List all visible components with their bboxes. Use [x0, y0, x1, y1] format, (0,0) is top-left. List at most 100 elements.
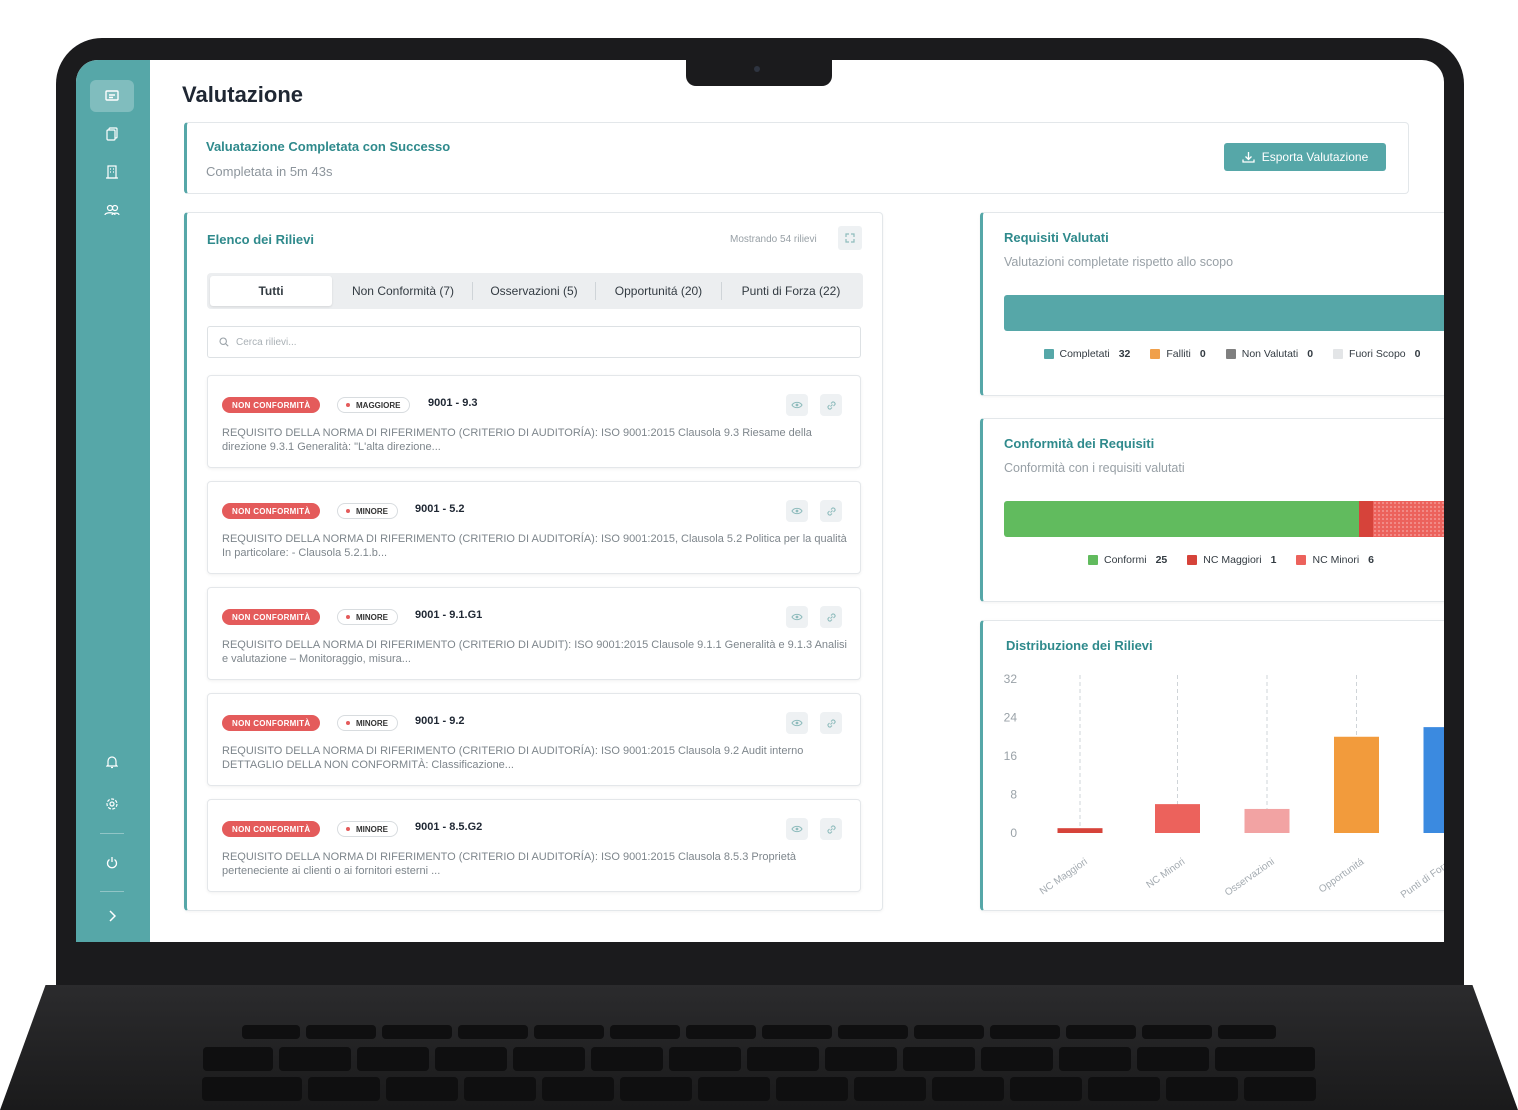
- y-tick-label: 0: [1010, 826, 1017, 840]
- type-badge: NON CONFORMITÀ: [222, 715, 321, 731]
- legend-label: Fuori Scopo: [1349, 348, 1406, 360]
- legend-swatch: [1225, 349, 1236, 359]
- chevron-right-icon: [109, 910, 116, 922]
- expand-icon: [845, 233, 855, 243]
- legend-label: NC Maggiori: [1203, 554, 1262, 566]
- link-button[interactable]: [820, 712, 842, 734]
- finding-item[interactable]: NON CONFORMITÀ MINORE 9001 - 5.2 REQUISI…: [207, 481, 861, 574]
- sidebar-expand-button[interactable]: [90, 900, 134, 932]
- bar-segment: [1004, 501, 1359, 537]
- page-title: Valutazione: [182, 82, 304, 107]
- finding-description: REQUISITO DELLA NORMA DI RIFERIMENTO (CR…: [222, 427, 812, 453]
- requirements-subtitle: Valutazioni completate rispetto allo sco…: [1004, 255, 1234, 269]
- download-icon: [1242, 152, 1255, 163]
- search-input[interactable]: [236, 336, 836, 348]
- y-tick-label: 8: [1010, 788, 1017, 802]
- distribution-chart: 0 8 16 24 32 NC Maggiori NC Minori Osservazioni…: [1004, 672, 1444, 901]
- bar: [1244, 808, 1290, 833]
- notifications-icon: [106, 756, 118, 769]
- severity-dot: [346, 403, 350, 407]
- legend-swatch: [1296, 555, 1307, 565]
- sidebar-item-settings[interactable]: [90, 788, 134, 820]
- link-button[interactable]: [820, 500, 842, 522]
- documents-icon: [106, 127, 118, 141]
- view-button[interactable]: [786, 818, 808, 840]
- eye-icon: [791, 401, 803, 409]
- x-tick-label: NC Minori: [1144, 856, 1187, 891]
- severity-label: MINORE: [356, 824, 388, 834]
- conformity-card: Conformità dei Requisiti Conformità con …: [980, 418, 1444, 602]
- legend-value: 25: [1155, 554, 1168, 566]
- bar: [1334, 736, 1379, 833]
- legend-label: Completati: [1059, 348, 1110, 360]
- eye-icon: [791, 719, 803, 727]
- link-icon: [826, 718, 836, 728]
- export-button[interactable]: Esporta Valutazione: [1224, 143, 1386, 171]
- sidebar-item-logout[interactable]: [90, 846, 134, 878]
- conformity-legend: Conformi 25 NC Maggiori 1 NC Minori 6: [983, 554, 1444, 566]
- building-icon: [106, 165, 118, 179]
- legend-item: NC Minori 6: [1296, 554, 1374, 566]
- legend-label: Non Valutati: [1241, 348, 1299, 360]
- sidebar-item-documents[interactable]: [90, 118, 134, 150]
- link-button[interactable]: [820, 394, 842, 416]
- view-button[interactable]: [786, 394, 808, 416]
- link-button[interactable]: [820, 818, 842, 840]
- type-badge: NON CONFORMITÀ: [222, 821, 321, 837]
- tab-osservazioni[interactable]: Osservazioni (5): [490, 284, 578, 298]
- severity-badge: MINORE: [337, 821, 398, 837]
- tab-divider: [472, 282, 473, 300]
- conformity-title: Conformità dei Requisiti: [1004, 436, 1155, 451]
- requirements-title: Requisiti Valutati: [1004, 230, 1109, 245]
- legend-label: Conformi: [1103, 554, 1147, 566]
- x-tick-label: Punti di Forza: [1399, 856, 1444, 901]
- sidebar-item-notifications[interactable]: [90, 746, 134, 778]
- severity-label: MINORE: [356, 612, 388, 622]
- camera-notch: [686, 60, 832, 86]
- legend-value: 0: [1414, 348, 1421, 360]
- bar: [1423, 727, 1444, 833]
- conformity-subtitle: Conformità con i requisiti valutati: [1004, 461, 1185, 475]
- sidebar-item-organization[interactable]: [90, 156, 134, 188]
- settings-icon: [106, 798, 118, 810]
- assessment-icon: [105, 90, 119, 101]
- legend-item: Fuori Scopo 0: [1333, 348, 1421, 360]
- distribution-title: Distribuzione dei Rilievi: [1006, 638, 1153, 653]
- legend-swatch: [1187, 555, 1198, 565]
- finding-item[interactable]: NON CONFORMITÀ MINORE 9001 - 9.1.G1 REQU…: [207, 587, 861, 680]
- requirements-legend: Completati 32 Falliti 0 Non Valutati 0 Fuori S…: [983, 348, 1444, 360]
- finding-description: REQUISITO DELLA NORMA DI RIFERIMENTO (CR…: [222, 851, 797, 877]
- finding-reference: 9001 - 9.3: [428, 397, 478, 409]
- severity-badge: MINORE: [337, 715, 398, 731]
- legend-value: 32: [1118, 348, 1131, 360]
- expand-button[interactable]: [838, 226, 862, 250]
- view-button[interactable]: [786, 500, 808, 522]
- finding-item[interactable]: NON CONFORMITÀ MINORE 9001 - 8.5.G2 REQU…: [207, 799, 861, 892]
- finding-description: REQUISITO DELLA NORMA DI RIFERIMENTO (CR…: [222, 533, 847, 559]
- tab-opportunita[interactable]: Opportunitá (20): [614, 284, 703, 298]
- view-button[interactable]: [786, 606, 808, 628]
- tab-divider: [721, 282, 722, 300]
- legend-swatch: [1087, 555, 1098, 565]
- severity-label: MINORE: [356, 506, 388, 516]
- view-button[interactable]: [786, 712, 808, 734]
- requirements-card: Requisiti Valutati Valutazioni completat…: [980, 212, 1444, 396]
- severity-label: MINORE: [356, 718, 388, 728]
- tab-tutti[interactable]: Tutti: [210, 276, 332, 306]
- finding-item[interactable]: NON CONFORMITÀ MAGGIORE 9001 - 9.3 REQUI…: [207, 375, 861, 468]
- screen: Valutazione Valuatazione Completata con …: [76, 60, 1444, 942]
- finding-item[interactable]: NON CONFORMITÀ MINORE 9001 - 9.2 REQUISI…: [207, 693, 861, 786]
- link-button[interactable]: [820, 606, 842, 628]
- finding-reference: 9001 - 9.2: [415, 715, 465, 727]
- tab-non-conformita[interactable]: Non Conformità (7): [351, 284, 455, 298]
- sidebar-item-assessment[interactable]: [90, 80, 134, 112]
- sidebar-item-users[interactable]: [90, 194, 134, 226]
- y-tick-label: 16: [1004, 749, 1018, 763]
- tab-punti-di-forza[interactable]: Punti di Forza (22): [741, 284, 841, 298]
- legend-item: NC Maggiori 1: [1187, 554, 1276, 566]
- severity-badge: MAGGIORE: [337, 397, 411, 413]
- type-badge: NON CONFORMITÀ: [222, 397, 321, 413]
- sidebar-divider: [100, 891, 124, 892]
- search-icon: [219, 337, 229, 347]
- findings-count: Mostrando 54 rilievi: [730, 234, 817, 245]
